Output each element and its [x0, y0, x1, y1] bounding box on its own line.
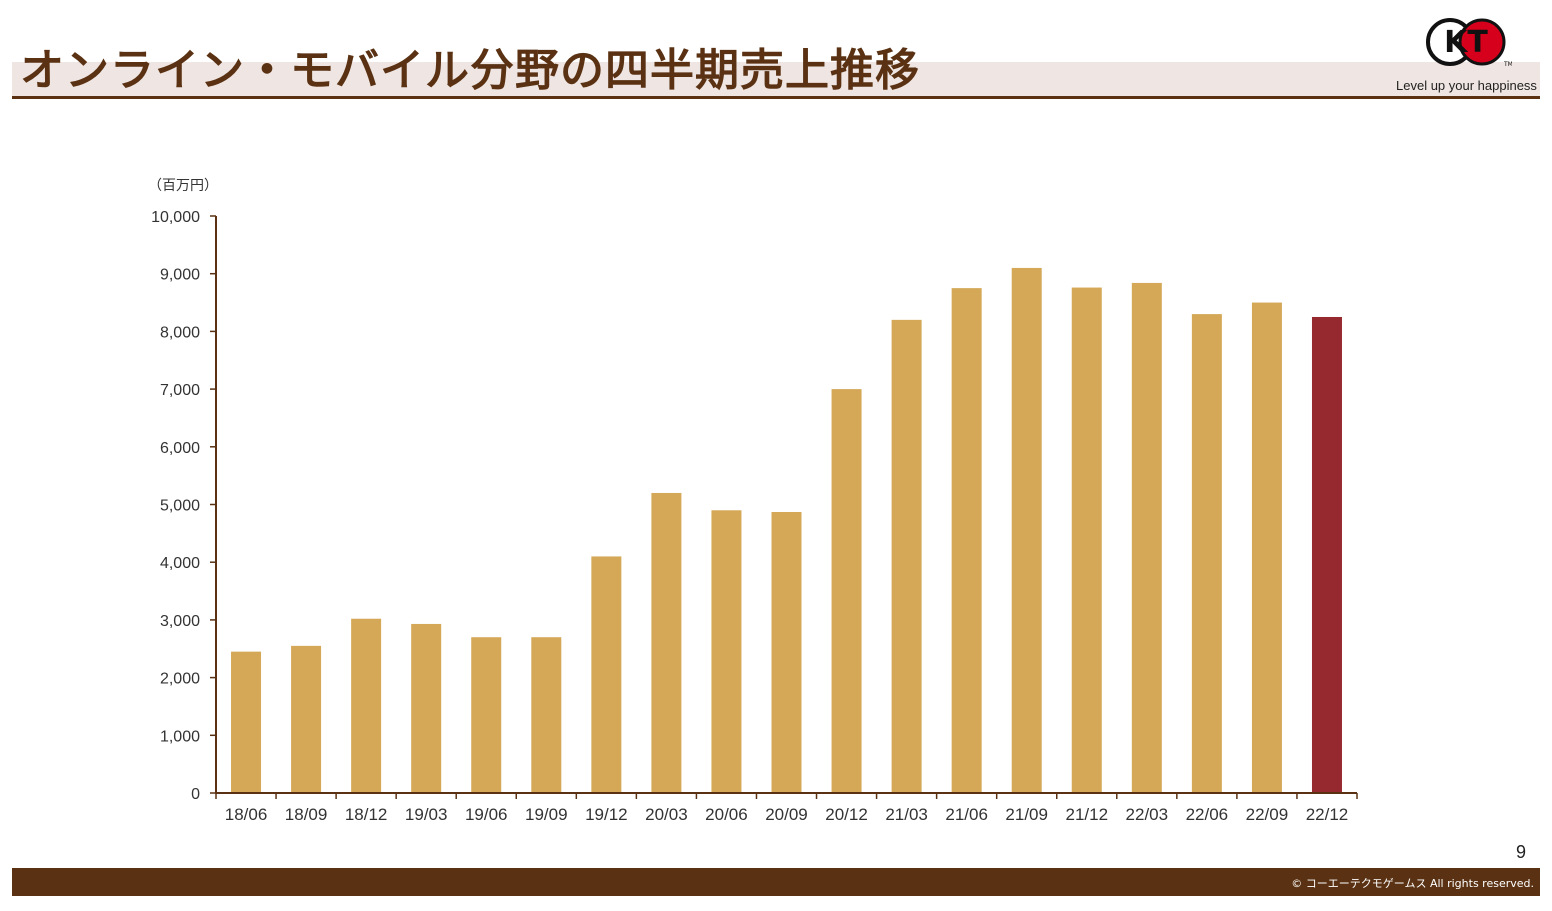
x-tick-label: 20/12 — [825, 805, 868, 824]
bar — [771, 512, 802, 793]
x-tick-label: 18/12 — [345, 805, 388, 824]
bar — [531, 637, 562, 793]
bar — [831, 389, 862, 793]
x-tick-label: 22/12 — [1306, 805, 1349, 824]
bar — [651, 492, 682, 793]
x-tick-label: 21/03 — [885, 805, 928, 824]
x-tick-label: 19/12 — [585, 805, 628, 824]
y-tick-label: 10,000 — [151, 209, 200, 226]
bar — [1071, 287, 1102, 793]
x-tick-label: 21/12 — [1065, 805, 1108, 824]
trademark: TM — [1503, 61, 1512, 68]
koei-tecmo-logo: KT TM — [1426, 18, 1512, 68]
title-underline — [12, 96, 1540, 99]
bar — [711, 510, 742, 793]
y-tick-label: 5,000 — [160, 498, 200, 515]
y-tick-label: 4,000 — [160, 555, 200, 572]
tagline: Level up your happiness — [1396, 78, 1537, 93]
bar — [591, 556, 622, 793]
y-tick-label: 7,000 — [160, 382, 200, 399]
bar — [231, 651, 262, 793]
page-number: 9 — [1516, 842, 1527, 862]
x-tick-label: 18/09 — [285, 805, 328, 824]
x-tick-label: 18/06 — [225, 805, 268, 824]
bar — [1311, 316, 1342, 793]
bar — [1191, 314, 1222, 793]
y-unit-label: （百万円） — [148, 178, 218, 194]
bar — [1011, 267, 1042, 793]
y-tick-label: 6,000 — [160, 440, 200, 457]
x-tick-label: 22/09 — [1246, 805, 1289, 824]
bar — [471, 637, 502, 793]
y-tick-label: 8,000 — [160, 324, 200, 341]
bar — [291, 645, 322, 793]
x-tick-label: 22/03 — [1126, 805, 1169, 824]
y-tick-label: 1,000 — [160, 728, 200, 745]
x-tick-label: 19/03 — [405, 805, 448, 824]
x-tick-label: 21/06 — [945, 805, 988, 824]
footer-bar — [12, 868, 1540, 896]
x-tick-label: 21/09 — [1005, 805, 1048, 824]
bar — [351, 618, 382, 793]
y-tick-label: 0 — [191, 786, 200, 803]
logo-text: KT — [1444, 25, 1488, 60]
page-title: オンライン・モバイル分野の四半期売上推移 — [20, 45, 920, 96]
bar — [891, 319, 922, 793]
x-tick-label: 20/06 — [705, 805, 748, 824]
x-tick-label: 20/03 — [645, 805, 688, 824]
bar — [411, 623, 442, 793]
y-tick-label: 2,000 — [160, 671, 200, 688]
bar — [1131, 282, 1162, 793]
bar — [1251, 302, 1282, 793]
copyright-text: © コーエーテクモゲームス All rights reserved. — [1291, 877, 1534, 890]
x-tick-label: 22/06 — [1186, 805, 1229, 824]
title-band — [12, 62, 1540, 96]
x-tick-label: 19/09 — [525, 805, 568, 824]
x-tick-label: 19/06 — [465, 805, 508, 824]
y-tick-label: 9,000 — [160, 267, 200, 284]
y-tick-label: 3,000 — [160, 613, 200, 630]
x-tick-label: 20/09 — [765, 805, 808, 824]
bar — [951, 288, 982, 793]
